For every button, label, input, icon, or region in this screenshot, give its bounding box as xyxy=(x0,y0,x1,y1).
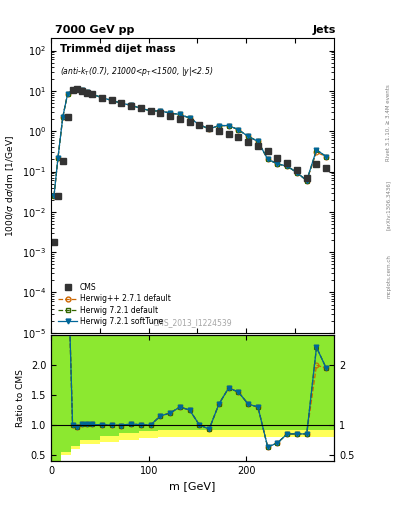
X-axis label: m [GeV]: m [GeV] xyxy=(169,481,216,491)
Text: mcplots.cern.ch: mcplots.cern.ch xyxy=(386,254,391,298)
Text: [arXiv:1306.3436]: [arXiv:1306.3436] xyxy=(386,180,391,230)
Legend: CMS, Herwig++ 2.7.1 default, Herwig 7.2.1 default, Herwig 7.2.1 softTune: CMS, Herwig++ 2.7.1 default, Herwig 7.2.… xyxy=(55,280,174,329)
Y-axis label: Ratio to CMS: Ratio to CMS xyxy=(16,369,25,427)
Text: CMS_2013_I1224539: CMS_2013_I1224539 xyxy=(153,318,232,327)
Text: Trimmed dijet mass: Trimmed dijet mass xyxy=(60,45,175,54)
Y-axis label: 1000/$\sigma$ d$\sigma$/dm [1/GeV]: 1000/$\sigma$ d$\sigma$/dm [1/GeV] xyxy=(5,135,17,237)
Text: Jets: Jets xyxy=(313,25,336,35)
Text: 7000 GeV pp: 7000 GeV pp xyxy=(55,25,134,35)
Text: Rivet 3.1.10, ≥ 3.4M events: Rivet 3.1.10, ≥ 3.4M events xyxy=(386,84,391,161)
Text: (anti-k$_{\rm T}$(0.7), 21000<p$_{\rm T}$<1500, |y|<2.5): (anti-k$_{\rm T}$(0.7), 21000<p$_{\rm T}… xyxy=(60,65,213,78)
